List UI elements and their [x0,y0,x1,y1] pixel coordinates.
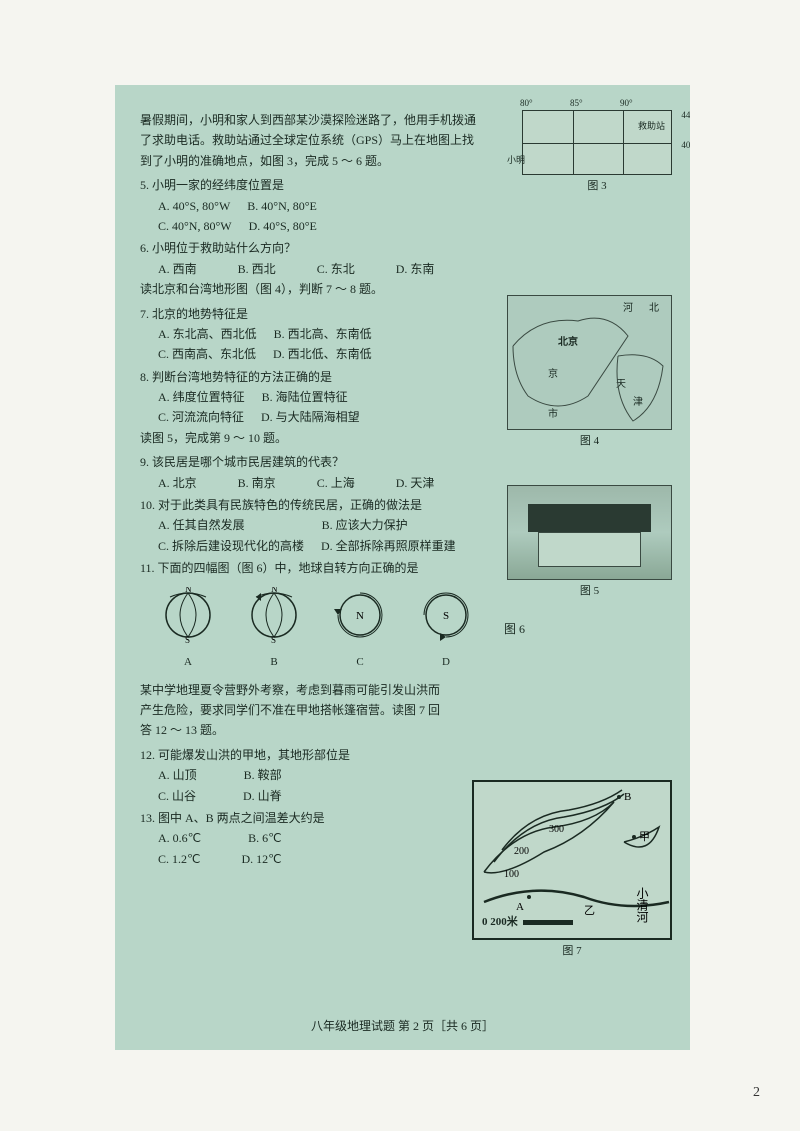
q13-opt-b: B. 6℃ [248,828,281,848]
exam-page: 80° 85° 90° 救助站 小明 44° 40° 图 3 暑假期间，小明和家… [115,85,690,1050]
q12-opt-a: A. 山顶 [158,765,197,785]
xiaoming-label: 小明 [507,153,525,168]
q6-opt-c: C. 东北 [317,259,355,279]
q10-opt-d: D. 全部拆除再照原样重建 [321,536,456,556]
lon-label: 90° [620,96,633,111]
page-number: 2 [753,1085,760,1101]
lat-label: 40° [681,138,690,153]
intro-9-10: 读图 5，完成第 9 ～ 10 题。 [140,428,480,448]
q5-opt-b: B. 40°N, 80°E [247,196,317,216]
q6-opt-a: A. 西南 [158,259,197,279]
page-footer: 八年级地理试题 第 2 页［共 6 页］ [115,1016,690,1036]
figure-6-caption: 图 6 [504,619,525,639]
q6-options: A. 西南 B. 西北 C. 东北 D. 东南 [140,259,480,279]
svg-text:A: A [516,901,524,913]
q5-opt-d: D. 40°S, 80°E [249,216,317,236]
station-label: 救助站 [638,119,665,134]
globe-d: S [418,587,474,643]
q13-opt-d: D. 12℃ [241,849,281,869]
globe-a-label: A [160,653,216,672]
svg-text:100: 100 [504,869,519,880]
q6-opt-b: B. 西北 [238,259,276,279]
figure-5-caption: 图 5 [507,582,672,601]
svg-text:甲: 甲 [639,831,650,843]
globe-b: N S [246,587,302,643]
intro-7-8: 读北京和台湾地形图（图 4），判断 7 ～ 8 题。 [140,279,480,299]
q8-stem: 8. 判断台湾地势特征的方法正确的是 [140,367,480,387]
q5-stem: 5. 小明一家的经纬度位置是 [140,175,480,195]
svg-text:300: 300 [549,824,564,835]
q13-stem: 13. 图中 A、B 两点之间温差大约是 [140,808,440,828]
lon-label: 80° [520,96,533,111]
globe-c: N [332,587,388,643]
q8-opt-d: D. 与大陆隔海相望 [261,407,360,427]
lat-label: 44° [681,108,690,123]
q7-opt-b: B. 西北高、东南低 [274,324,372,344]
intro-5-6: 暑假期间，小明和家人到西部某沙漠探险迷路了，他用手机拨通了求助电话。救助站通过全… [140,110,480,171]
svg-text:S: S [271,635,276,643]
globe-b-label: B [246,653,302,672]
q8-opt-b: B. 海陆位置特征 [262,387,348,407]
q7-opt-a: A. 东北高、西北低 [158,324,257,344]
svg-text:小清河: 小清河 [635,887,649,923]
svg-text:S: S [443,610,449,622]
svg-text:乙: 乙 [584,904,595,917]
scale-label: 0 200米 [482,916,518,928]
q8-opt-a: A. 纬度位置特征 [158,387,245,407]
q13-opt-c: C. 1.2℃ [158,849,200,869]
figure-5: 图 5 [507,485,672,601]
q6-stem: 6. 小明位于救助站什么方向？ [140,238,480,258]
svg-text:S: S [185,635,190,643]
q5-opt-a: A. 40°S, 80°W [158,196,230,216]
q7-stem: 7. 北京的地势特征是 [140,304,480,324]
lon-label: 85° [570,96,583,111]
figure-4: 河 北 北京 京 天 津 市 图 4 [507,295,672,451]
q13-opt-a: A. 0.6℃ [158,828,201,848]
q8-opt-c: C. 河流流向特征 [158,407,244,427]
svg-text:200: 200 [514,846,529,857]
q12-opt-d: D. 山脊 [243,786,282,806]
globe-c-label: C [332,653,388,672]
q10-opt-c: C. 拆除后建设现代化的高楼 [158,536,304,556]
figure-3: 80° 85° 90° 救助站 小明 44° 40° 图 3 [522,110,672,196]
q9-stem: 9. 该民居是哪个城市民居建筑的代表？ [140,452,480,472]
q9-opt-b: B. 南京 [238,473,276,493]
globe-a: N S [160,587,216,643]
figure-3-caption: 图 3 [522,177,672,196]
svg-text:N: N [356,610,364,622]
q9-opt-d: D. 天津 [396,473,435,493]
q7-opt-d: D. 西北低、东南低 [273,344,372,364]
intro-12-13: 某中学地理夏令营野外考察，考虑到暮雨可能引发山洪而产生危险，要求同学们不准在甲地… [140,680,440,741]
q12-opt-c: C. 山谷 [158,786,196,806]
q9-opt-a: A. 北京 [158,473,197,493]
q12-stem: 12. 可能爆发山洪的甲地，其地形部位是 [140,745,440,765]
q7-opt-c: C. 西南高、东北低 [158,344,256,364]
q5-opt-c: C. 40°N, 80°W [158,216,232,236]
figure-7: 200 300 100 B 甲 A 乙 小清河 0 200米 图 7 [472,780,672,961]
q10-opt-a: A. 任其自然发展 [158,515,245,535]
figure-7-caption: 图 7 [472,942,672,961]
globe-d-label: D [418,653,474,672]
figure-4-caption: 图 4 [507,432,672,451]
q12-opt-b: B. 鞍部 [244,765,282,785]
q6-opt-d: D. 东南 [396,259,435,279]
q5-options: A. 40°S, 80°W B. 40°N, 80°E [140,196,480,216]
svg-text:B: B [624,791,631,803]
q10-opt-b: B. 应该大力保护 [322,515,408,535]
q9-opt-c: C. 上海 [317,473,355,493]
